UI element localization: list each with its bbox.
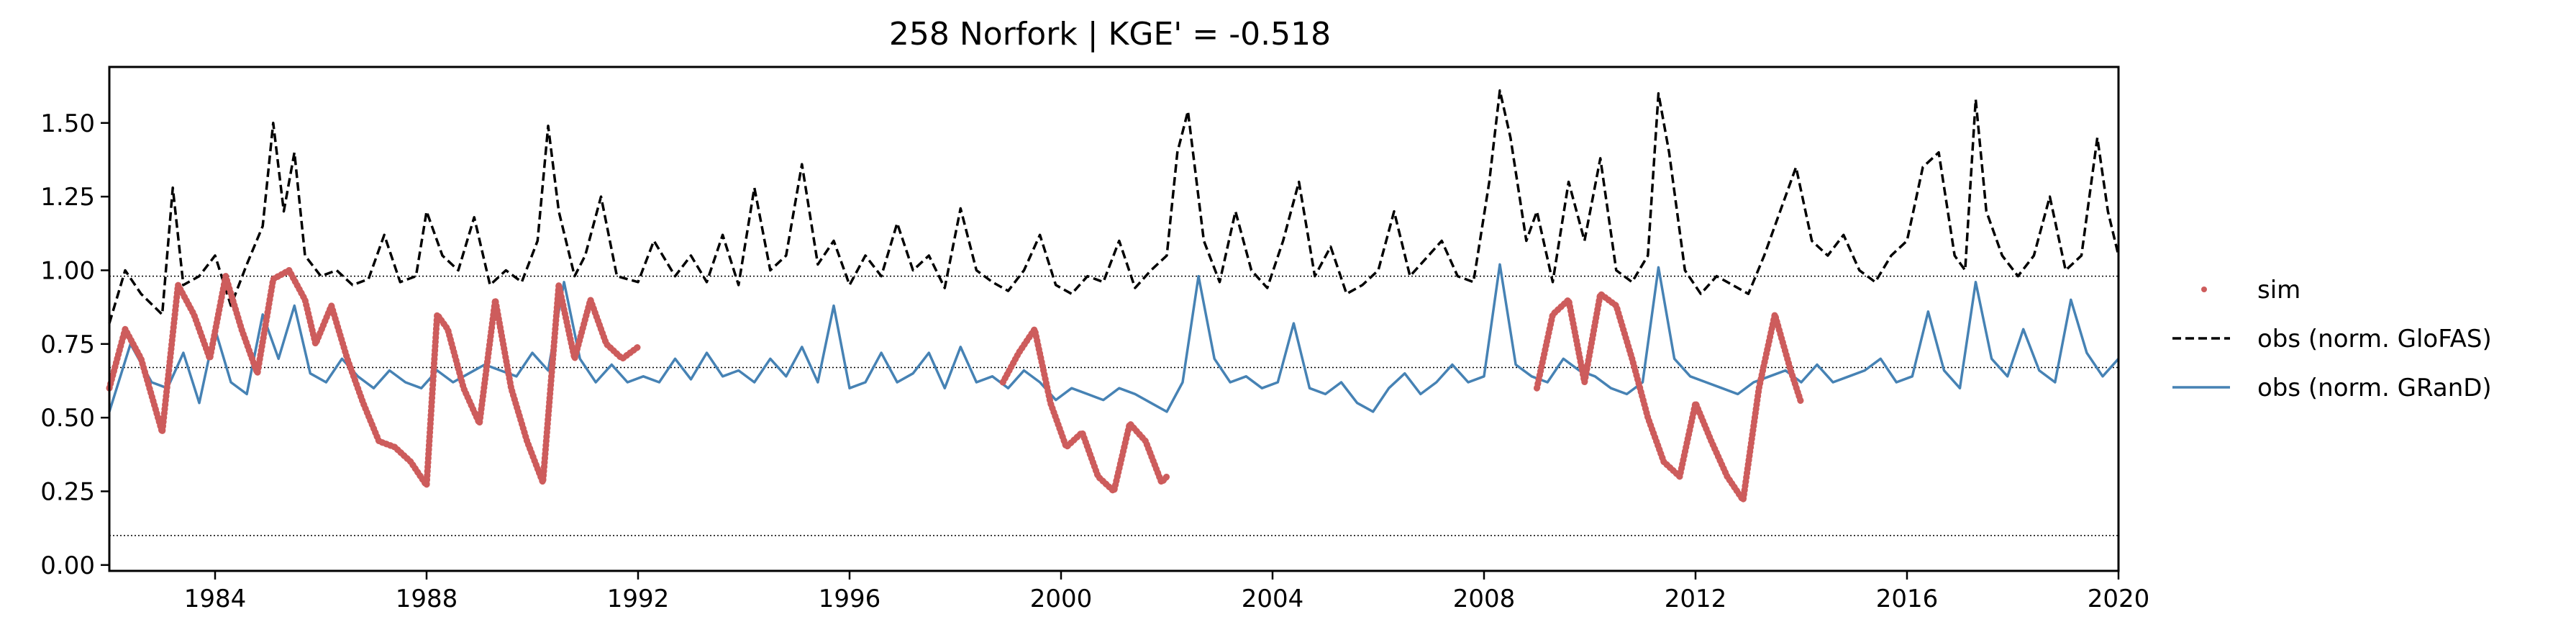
y-tick-label-1.50: 1.50 xyxy=(40,109,95,138)
x-tick-label-1992: 1992 xyxy=(607,585,670,613)
x-tick-label-1988: 1988 xyxy=(396,585,458,613)
legend-label-sim: sim xyxy=(2257,276,2300,305)
x-tick-label-2000: 2000 xyxy=(1030,585,1093,613)
x-tick-label-2008: 2008 xyxy=(1453,585,1516,613)
sim-series-segment-0 xyxy=(106,267,642,489)
sim-series-segment-2 xyxy=(1534,290,1805,504)
x-tick-label-2016: 2016 xyxy=(1876,585,1939,613)
glofas-series-line xyxy=(108,89,2120,324)
chart-title: 258 Norfork | KGE' = -0.518 xyxy=(889,16,1331,53)
x-tick-label-2004: 2004 xyxy=(1242,585,1304,613)
grand-series-line xyxy=(108,263,2120,413)
y-tick-label-1.00: 1.00 xyxy=(40,256,95,285)
y-tick-label-0.00: 0.00 xyxy=(40,551,95,580)
sim-series-segment-1 xyxy=(999,325,1170,495)
x-tick-label-1996: 1996 xyxy=(819,585,881,613)
x-tick-label-2020: 2020 xyxy=(2088,585,2150,613)
data-layer xyxy=(106,89,2120,536)
y-tick-label-0.50: 0.50 xyxy=(40,404,95,433)
legend-label-glofas: obs (norm. GloFAS) xyxy=(2257,325,2492,353)
y-tick-label-0.25: 0.25 xyxy=(40,477,95,506)
y-tick-label-0.75: 0.75 xyxy=(40,330,95,359)
legend: sim obs (norm. GloFAS) obs (norm. GRanD) xyxy=(2172,276,2492,402)
legend-marker-sim xyxy=(2201,287,2207,292)
axis-layer: 1984 1988 1992 1996 2000 2004 2008 2012 2016 2020… xyxy=(40,109,2149,613)
x-tick-label-2012: 2012 xyxy=(1665,585,1727,613)
y-tick-label-1.25: 1.25 xyxy=(40,183,95,212)
plot-frame xyxy=(108,66,2120,572)
x-tick-label-1984: 1984 xyxy=(184,585,247,613)
legend-label-grand: obs (norm. GRanD) xyxy=(2257,374,2492,402)
